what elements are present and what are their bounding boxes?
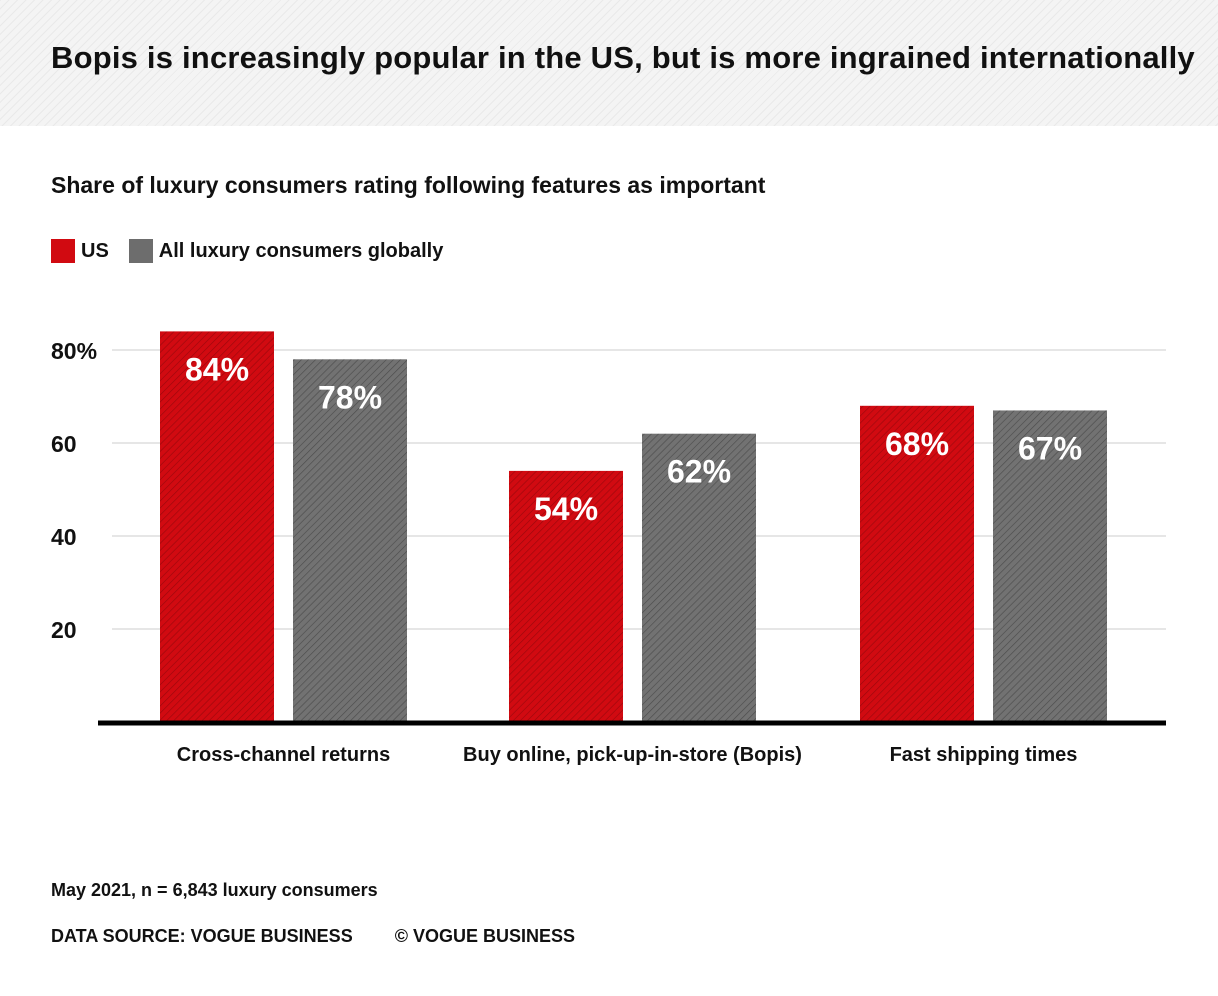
data-label-global: 67% xyxy=(1018,430,1082,466)
data-label-us: 68% xyxy=(885,426,949,462)
data-label-global: 78% xyxy=(318,379,382,415)
category-label: Cross-channel returns xyxy=(177,744,390,766)
legend-label-us: US xyxy=(81,239,109,262)
legend: US All luxury consumers globally xyxy=(51,237,463,265)
data-label-us: 54% xyxy=(534,491,598,527)
legend-item-us: US xyxy=(51,239,109,263)
legend-label-global: All luxury consumers globally xyxy=(158,239,444,262)
source-footer: DATA SOURCE: VOGUE BUSINESS © VOGUE BUSI… xyxy=(51,926,575,947)
bar-us xyxy=(160,331,274,722)
data-source: DATA SOURCE: VOGUE BUSINESS xyxy=(51,926,353,946)
bar-global xyxy=(642,433,756,722)
data-label-global: 62% xyxy=(667,454,731,490)
y-tick-label: 20 xyxy=(51,617,77,643)
legend-swatch-global xyxy=(128,239,153,263)
chart-subtitle: Share of luxury consumers rating followi… xyxy=(51,172,766,198)
category-label: Buy online, pick-up-in-store (Bopis) xyxy=(463,744,802,766)
bar-global xyxy=(993,410,1107,722)
sample-note: May 2021, n = 6,843 luxury consumers xyxy=(51,880,378,900)
y-tick-label: 40 xyxy=(51,524,77,550)
bar-us xyxy=(860,405,974,722)
bar-chart: 20 40 60 80% 84% 78% Cross-channel returns 54% 6… xyxy=(51,331,1166,766)
data-label-us: 84% xyxy=(185,351,249,387)
category-label: Fast shipping times xyxy=(890,744,1078,766)
y-tick-label: 60 xyxy=(51,431,77,457)
legend-item-global: All luxury consumers globally xyxy=(128,239,444,263)
bar-us xyxy=(509,470,623,722)
y-tick-label: 80% xyxy=(51,338,97,364)
bar-global xyxy=(293,359,407,722)
legend-swatch-us xyxy=(51,239,75,263)
header-band xyxy=(0,0,1218,126)
copyright: © VOGUE BUSINESS xyxy=(394,926,576,946)
chart-title: Bopis is increasingly popular in the US,… xyxy=(51,40,1195,75)
